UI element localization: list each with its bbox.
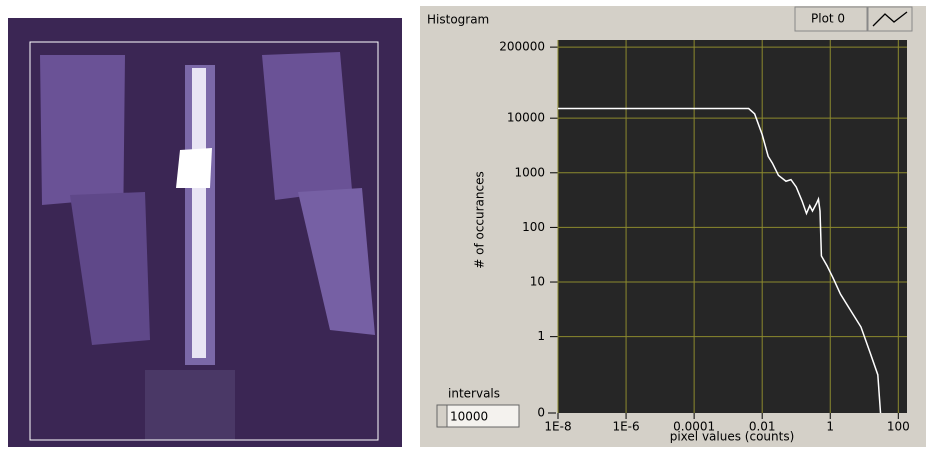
intervals-spinner[interactable] bbox=[437, 405, 447, 427]
plot-area bbox=[558, 40, 907, 413]
y-tick-label: 10 bbox=[530, 275, 545, 289]
screen: Histogram Plot 0 # of occurances pixel v… bbox=[0, 0, 926, 447]
x-tick-label: 100 bbox=[887, 420, 910, 434]
x-tick-label: 1 bbox=[826, 420, 834, 434]
y-tick-label: 1000 bbox=[514, 165, 545, 179]
y-tick-label: 100 bbox=[522, 220, 545, 234]
solar-panel bbox=[262, 52, 352, 200]
legend-label: Plot 0 bbox=[811, 12, 845, 26]
page: {"chart_data": {"type": "line", "title":… bbox=[0, 0, 926, 447]
truss-bright bbox=[192, 68, 206, 358]
intervals-label: intervals bbox=[448, 387, 500, 401]
intervals-value: 10000 bbox=[450, 410, 488, 424]
image-display bbox=[8, 18, 402, 447]
module bbox=[176, 148, 212, 188]
y-tick-label: 1 bbox=[537, 329, 545, 343]
x-tick-label: 1E-8 bbox=[544, 420, 571, 434]
module bbox=[145, 370, 235, 440]
x-tick-label: 1E-6 bbox=[612, 420, 639, 434]
y-tick-label: 0 bbox=[537, 406, 545, 420]
graph-title: Histogram bbox=[427, 13, 489, 27]
x-tick-label: 0.01 bbox=[749, 420, 776, 434]
y-tick-label: 10000 bbox=[507, 111, 545, 125]
y-tick-label: 200000 bbox=[499, 40, 545, 54]
y-axis-title: # of occurances bbox=[473, 171, 487, 269]
x-tick-label: 0.0001 bbox=[673, 420, 715, 434]
